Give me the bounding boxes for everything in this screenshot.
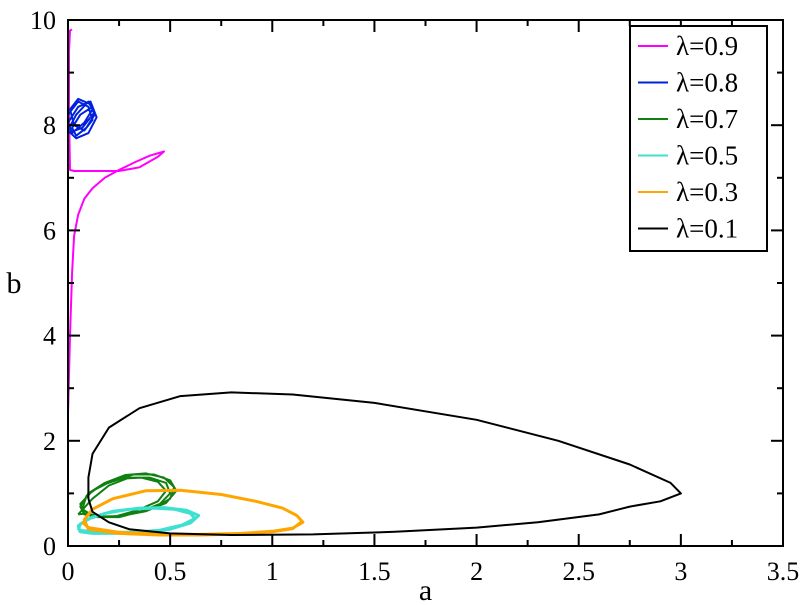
- legend-label: λ=0.9: [676, 31, 738, 61]
- series-line-2: [67, 97, 98, 140]
- y-tick-label: 2: [43, 427, 56, 456]
- y-tick-label: 6: [43, 216, 56, 245]
- x-axis-label: a: [419, 574, 432, 605]
- x-tick-label: 0: [62, 557, 75, 586]
- x-tick-label: 1: [266, 557, 279, 586]
- series-line-1: [67, 28, 165, 499]
- x-tick-label: 0.5: [154, 557, 187, 586]
- y-tick-label: 0: [43, 532, 56, 561]
- series-layer: [67, 28, 682, 537]
- legend-label: λ=0.7: [676, 104, 738, 134]
- legend-label: λ=0.8: [676, 68, 738, 98]
- x-tick-label: 2.5: [562, 557, 595, 586]
- y-tick-label: 8: [43, 111, 56, 140]
- x-tick-label: 3: [674, 557, 687, 586]
- x-tick-label: 2: [470, 557, 483, 586]
- y-axis-label: b: [7, 267, 22, 300]
- series-line-6: [87, 391, 682, 536]
- y-tick-label: 10: [30, 6, 56, 35]
- series-line-4: [76, 506, 201, 535]
- legend-box: [629, 25, 768, 252]
- legend-label: λ=0.1: [676, 214, 738, 244]
- series-line-3: [77, 472, 178, 519]
- y-tick-label: 4: [43, 322, 56, 351]
- ticks-layer: 0 0.5 1 1.5 2 2.5 3 3.5 0 2 4 6 8 10: [30, 6, 799, 586]
- legend-label: λ=0.3: [676, 177, 738, 207]
- legend: λ=0.9 λ=0.8 λ=0.7 λ=0.5 λ=0.3 λ=0.1: [629, 25, 768, 252]
- x-tick-label: 1.5: [358, 557, 391, 586]
- x-tick-label: 3.5: [767, 557, 800, 586]
- legend-label: λ=0.5: [676, 141, 738, 171]
